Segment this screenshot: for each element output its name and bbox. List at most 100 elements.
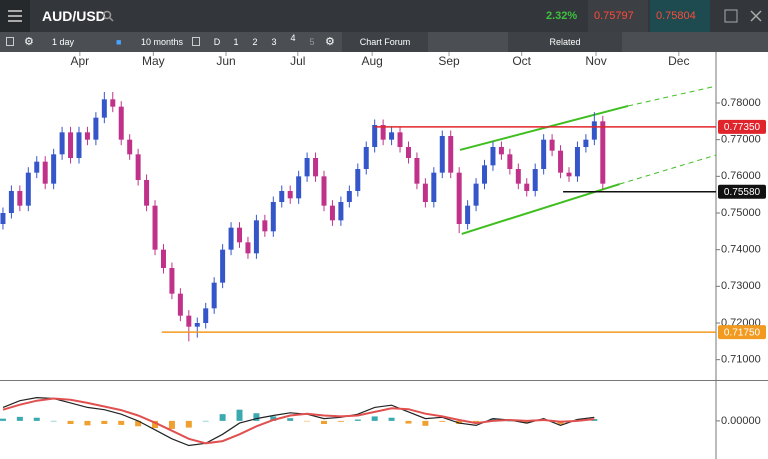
y-tick-label: 0.75000 [721,207,761,219]
histogram-bar [506,420,513,422]
candle-body [515,169,521,184]
histogram-bar [371,416,378,421]
histogram-bar [287,418,294,421]
x-tick-label: Aug [361,54,382,68]
candle-body [558,150,564,173]
zoom-button[interactable]: 4 [290,33,296,43]
histogram-bar [456,420,463,425]
histogram-bar [236,409,243,421]
candle-body [17,191,23,206]
zoom-button[interactable]: 2 [252,37,258,47]
histogram-bar [388,417,395,421]
y-tick-label: 0.74000 [721,244,761,256]
candle-body [127,139,133,155]
candle-body [34,161,40,173]
x-tick-label: Jul [290,54,305,68]
settings-icon[interactable]: ⚙ [325,36,335,48]
candle-body [422,183,428,202]
histogram-bar [304,420,311,422]
histogram-bar [253,413,260,421]
candle-body [0,213,6,224]
candle-body [321,176,327,206]
histogram-bar [101,420,108,425]
candle-body [160,249,166,268]
candle-body [262,220,268,232]
candle-body [338,202,344,221]
candle-body [59,132,65,155]
level-tag [718,325,766,340]
candle-body [473,183,479,206]
candle-body [465,205,471,224]
candle-body [574,147,580,177]
candle-body [355,169,361,191]
candle-body [456,172,462,224]
candle-body [405,147,411,158]
x-tick-label: Dec [668,54,689,68]
histogram-bar [320,420,327,425]
candle-body [482,165,488,184]
settings-icon[interactable]: ⚙ [24,36,34,48]
histogram-bar [489,418,496,421]
candle-body [431,172,437,202]
zoom-button[interactable]: D [213,37,221,47]
candle-body [439,136,445,173]
candle-body [313,158,319,177]
histogram-bar [50,420,57,422]
range[interactable]: 10 months [141,37,184,47]
candle-body [253,220,259,254]
zoom-button[interactable]: 3 [271,37,277,47]
window-icons[interactable] [724,9,764,23]
histogram-bar [219,414,226,421]
macd-line [2,396,595,447]
change: 2.32% [546,10,578,22]
trend-line [619,154,717,185]
candle-body [583,139,589,147]
calc-icon[interactable] [6,37,14,46]
candle-body [203,308,209,323]
candle-body [524,183,530,191]
histogram-bar [168,420,175,429]
candle-body [101,99,107,118]
y-tick-label: 0.71000 [721,354,761,366]
related-tab[interactable]: Related [508,32,622,52]
candle-body [68,132,74,158]
histogram-bar [270,416,277,421]
buy-price[interactable]: 0.75804 [650,0,710,32]
candle-body [84,132,90,140]
candle-body [296,176,302,199]
menu-button[interactable] [0,0,30,32]
zoom-button[interactable]: 1 [233,37,239,47]
lock-icon[interactable]: ■ [116,37,122,47]
level-label: 0.77350 [724,122,761,133]
candle-body [186,315,192,327]
candle-body [51,154,57,184]
histogram-bar [0,418,6,421]
histogram-bar [118,420,125,425]
histogram-bar [16,416,23,421]
x-tick-label: Sep [438,54,460,68]
candle-body [169,268,175,294]
x-tick-label: Apr [70,54,89,68]
symbol[interactable]: AUD/USD [42,8,106,24]
search-icon[interactable] [102,10,114,22]
sell-price[interactable]: 0.75797 [588,0,648,32]
candle-body [532,169,538,191]
candle-body [177,293,183,316]
candle-body [25,172,31,206]
candle-body [93,117,99,140]
y-tick-label: 0.76000 [721,170,761,182]
candle-body [397,132,403,147]
candle-body [237,227,243,243]
histogram-bar [422,420,429,426]
calendar-icon[interactable] [192,37,200,46]
candle-body [346,191,352,202]
candle-body [448,136,454,173]
zoom-button[interactable]: 5 [309,37,315,47]
level-label: 0.71750 [724,327,761,338]
interval[interactable]: 1 day [52,37,75,47]
chart-forum-tab[interactable]: Chart Forum [342,32,428,52]
histogram-bar [185,420,192,428]
candle-body [600,121,606,184]
